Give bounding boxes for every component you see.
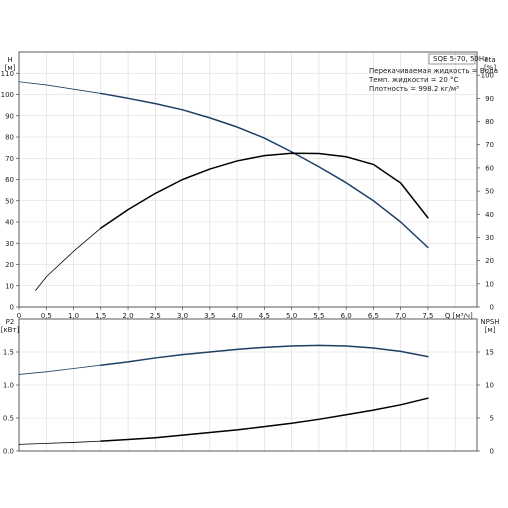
y-left-tick-label: 80: [5, 134, 14, 142]
y-left-tick-label: 100: [1, 91, 14, 99]
y-left-tick-label: 40: [5, 219, 14, 227]
series-1-extrapolated-line: [18, 364, 101, 375]
y-left-tick-label: 0: [10, 304, 14, 312]
x-tick-label: 0,5: [41, 312, 52, 320]
y-right-tick-label: 50: [485, 188, 494, 196]
x-tick-label: 4,0: [232, 312, 243, 320]
series-2-line: [100, 152, 429, 229]
chart-note: Темп. жидкости = 20 °C: [368, 76, 459, 84]
chart-note: Плотность = 998.2 кг/м³: [369, 85, 459, 93]
y-right-axis-label: eta [%]: [484, 56, 496, 72]
x-tick-label: 0: [17, 312, 21, 320]
x-axis-label: Q [м³/ч]: [445, 312, 473, 320]
x-tick-label: 7,5: [422, 312, 433, 320]
x-tick-label: 1,0: [68, 312, 79, 320]
y-right-tick-label: 20: [485, 257, 494, 265]
x-tick-label: 7,0: [395, 312, 406, 320]
y-right-tick-label: 70: [485, 141, 494, 149]
series-2-extrapolated-line: [35, 227, 102, 292]
x-tick-label: 6,5: [368, 312, 379, 320]
series-1-extrapolated-line: [18, 81, 101, 94]
y-right-tick-label: 0: [490, 304, 494, 312]
y-right-axis-label: NPSH [м]: [480, 318, 499, 334]
y-left-tick-label: 50: [5, 197, 14, 205]
head-efficiency-panel: 0 10 20 30 40 50 60 70 80 90 100 110 0 10 20 30 40 50 60 70…: [1, 51, 498, 320]
y-left-tick-label: 0.0: [3, 448, 14, 456]
x-tick-label: 5,0: [286, 312, 297, 320]
y-right-tick-label: 100: [481, 72, 494, 80]
y-right-tick-label: 10: [485, 382, 494, 390]
y-left-axis-label: H [м]: [5, 56, 16, 72]
y-left-tick-label: 30: [5, 240, 14, 248]
y-right-tick-label: 5: [490, 415, 494, 423]
y-right-tick-label: 90: [485, 95, 494, 103]
chart-title-box: [428, 53, 476, 65]
y-left-tick-label: 10: [5, 282, 14, 290]
y-left-axis-label: P2 [кВт]: [1, 318, 20, 334]
power-npsh-panel: 0.0 0.5 1.0 1.5 0 5 10 15 P2 [кВт] NPSH [м]: [1, 318, 500, 456]
y-right-tick-label: 0: [490, 448, 494, 456]
y-right-tick-label: 10: [485, 280, 494, 288]
series-2-line: [100, 397, 429, 442]
y-left-tick-label: 90: [5, 112, 14, 120]
x-tick-label: 5,5: [313, 312, 324, 320]
x-tick-label: 2,5: [150, 312, 161, 320]
series-1-line: [100, 92, 429, 249]
y-left-tick-label: 1.0: [3, 382, 14, 390]
y-right-tick-label: 80: [485, 118, 494, 126]
x-tick-label: 6,0: [341, 312, 352, 320]
y-left-tick-label: 70: [5, 155, 14, 163]
y-left-tick-label: 110: [1, 70, 14, 78]
y-left-tick-label: 60: [5, 176, 14, 184]
y-left-tick-label: 1.5: [3, 349, 14, 357]
chart-title: SQE 5-70, 50Hz: [433, 55, 488, 63]
y-left-tick-label: 20: [5, 261, 14, 269]
y-right-tick-label: 30: [485, 234, 494, 242]
y-right-tick-label: 60: [485, 164, 494, 172]
x-tick-label: 3,5: [204, 312, 215, 320]
chart-note: Перекачиваемая жидкость = Вода: [369, 67, 498, 75]
series-1-line: [100, 344, 429, 366]
y-left-tick-label: 0.5: [3, 415, 14, 423]
x-tick-label: 4,5: [259, 312, 270, 320]
series-2-extrapolated-line: [18, 440, 101, 445]
x-tick-label: 3,0: [177, 312, 188, 320]
y-right-tick-label: 40: [485, 211, 494, 219]
x-tick-label: 1,5: [95, 312, 106, 320]
y-right-tick-label: 15: [485, 349, 494, 357]
x-tick-label: 2,0: [122, 312, 133, 320]
